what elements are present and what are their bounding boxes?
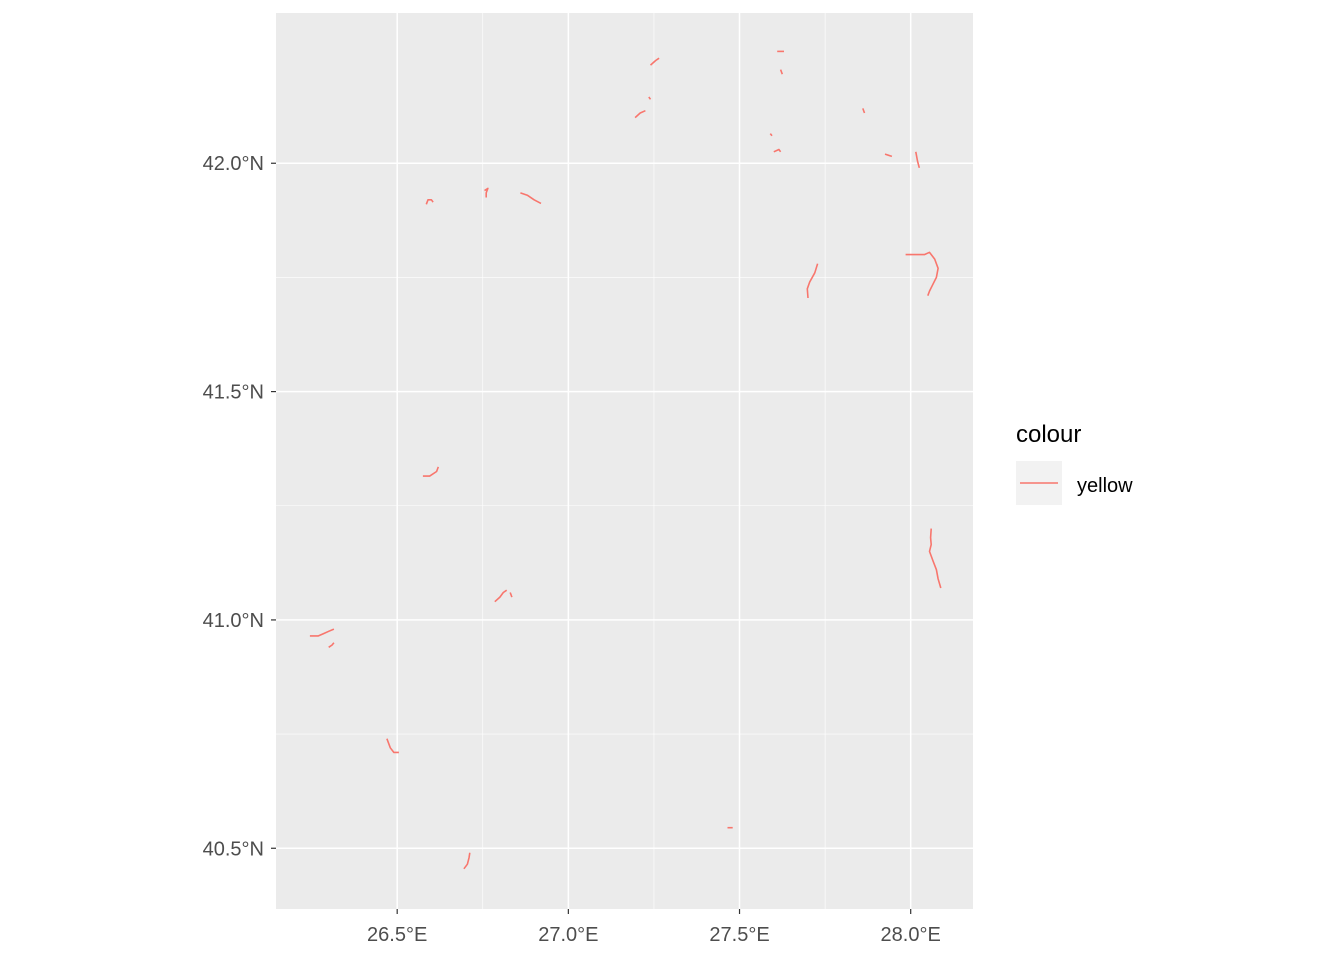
- legend-title: colour: [1016, 421, 1081, 448]
- x-tick-label: 26.5°E: [367, 924, 427, 946]
- map-line-segment: [386, 738, 399, 754]
- map-line-segment: [905, 251, 939, 296]
- map-line-segment: [928, 528, 942, 589]
- y-tick-label: 41.5°N: [203, 382, 264, 404]
- map-line-segment: [494, 589, 508, 603]
- map-line-segment: [328, 642, 335, 648]
- map-line-segment: [884, 153, 893, 158]
- map-lines: [309, 50, 942, 870]
- x-tick-label: 27.0°E: [538, 924, 598, 946]
- map-line-segment: [634, 109, 646, 119]
- map-line-segment: [463, 852, 471, 870]
- panel-background: [276, 13, 973, 909]
- map-line-segment: [779, 69, 784, 75]
- y-axis: 40.5°N 41.0°N 41.5°N 42.0°N: [203, 153, 276, 860]
- y-tick-label: 41.0°N: [203, 610, 264, 632]
- map-line-segment: [648, 96, 652, 100]
- x-tick-label: 28.0°E: [881, 924, 941, 946]
- y-tick-label: 40.5°N: [203, 838, 264, 860]
- map-line-segment: [862, 108, 866, 114]
- map-line-segment: [649, 57, 660, 66]
- map-line-segment: [309, 628, 335, 637]
- map-line-segment: [773, 148, 782, 153]
- map-line-segment: [915, 151, 921, 169]
- legend-label-yellow: yellow: [1077, 475, 1133, 497]
- map-line-segment: [425, 199, 434, 205]
- map-line-segment: [520, 192, 542, 205]
- x-axis: 26.5°E 27.0°E 27.5°E 28.0°E: [367, 909, 941, 946]
- map-line-segment: [806, 263, 819, 299]
- y-tick-label: 42.0°N: [203, 153, 264, 175]
- map-line-segment: [769, 133, 773, 137]
- gridlines: [276, 13, 973, 909]
- map-line-segment: [422, 466, 440, 477]
- legend: colour yellow: [1016, 421, 1133, 505]
- map-line-segment: [509, 592, 513, 598]
- map-line-segment: [484, 187, 489, 198]
- x-tick-label: 27.5°E: [709, 924, 769, 946]
